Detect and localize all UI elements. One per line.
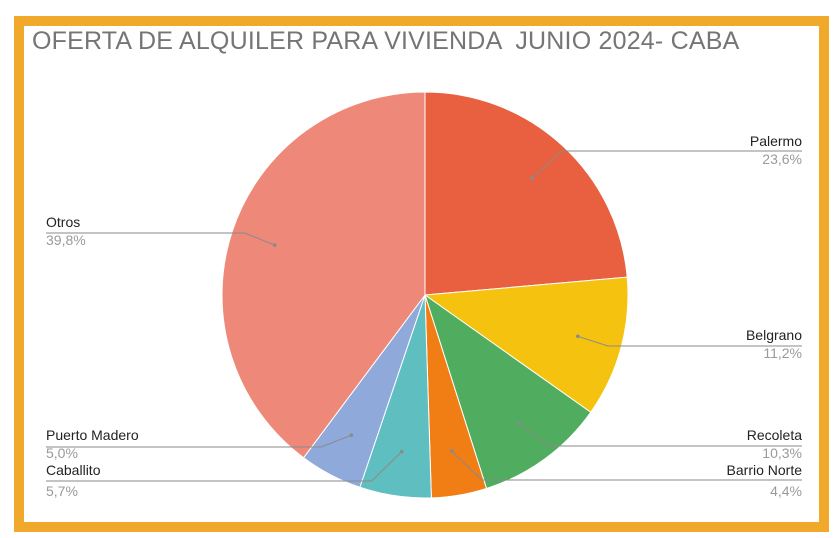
- pie-slices: [221, 91, 629, 499]
- slice-labels: Palermo 23,6% Belgrano 11,2% Recoleta 10,3%Ba…: [46, 133, 802, 499]
- slice-percent: 10,3%: [762, 445, 802, 461]
- leader-dot: [272, 243, 277, 247]
- slice-label: Caballito: [46, 462, 101, 478]
- slice-label: Recoleta: [747, 427, 802, 443]
- leader-line: [46, 232, 275, 246]
- leader-line: [46, 434, 352, 448]
- chart-title: OFERTA DE ALQUILER PARA VIVIENDA JUNIO 2…: [32, 27, 740, 55]
- pie-slice-palermo: [424, 91, 628, 296]
- pie-slice-otros: [221, 91, 426, 459]
- leader-dot: [576, 334, 580, 339]
- slice-label: Barrio Norte: [727, 462, 803, 478]
- slice-percent: 4,4%: [770, 483, 802, 499]
- leader-dot: [516, 421, 521, 425]
- slice-percent: 5,7%: [46, 483, 78, 499]
- leader-line: [531, 150, 802, 179]
- leader-dot: [530, 176, 534, 181]
- slice-label: Otros: [46, 214, 80, 230]
- slice-label: Palermo: [750, 133, 802, 149]
- slice-percent: 11,2%: [763, 345, 802, 361]
- slice-percent: 5,0%: [46, 445, 78, 461]
- leader-dot: [449, 449, 454, 453]
- leader-line: [518, 422, 802, 447]
- leader-line: [577, 335, 802, 347]
- slice-label: Puerto Madero: [46, 427, 139, 443]
- slice-label: Belgrano: [746, 327, 802, 343]
- slice-percent: 39,8%: [46, 232, 86, 248]
- leader-dot: [349, 433, 354, 437]
- slice-percent: 23,6%: [762, 151, 802, 167]
- pie-slice-recoleta: [424, 293, 592, 490]
- label-leaders: [46, 150, 802, 482]
- pie-slice-belgrano: [423, 276, 629, 413]
- leader-line: [451, 450, 802, 481]
- leader-line: [46, 451, 403, 482]
- leader-dot: [399, 449, 404, 454]
